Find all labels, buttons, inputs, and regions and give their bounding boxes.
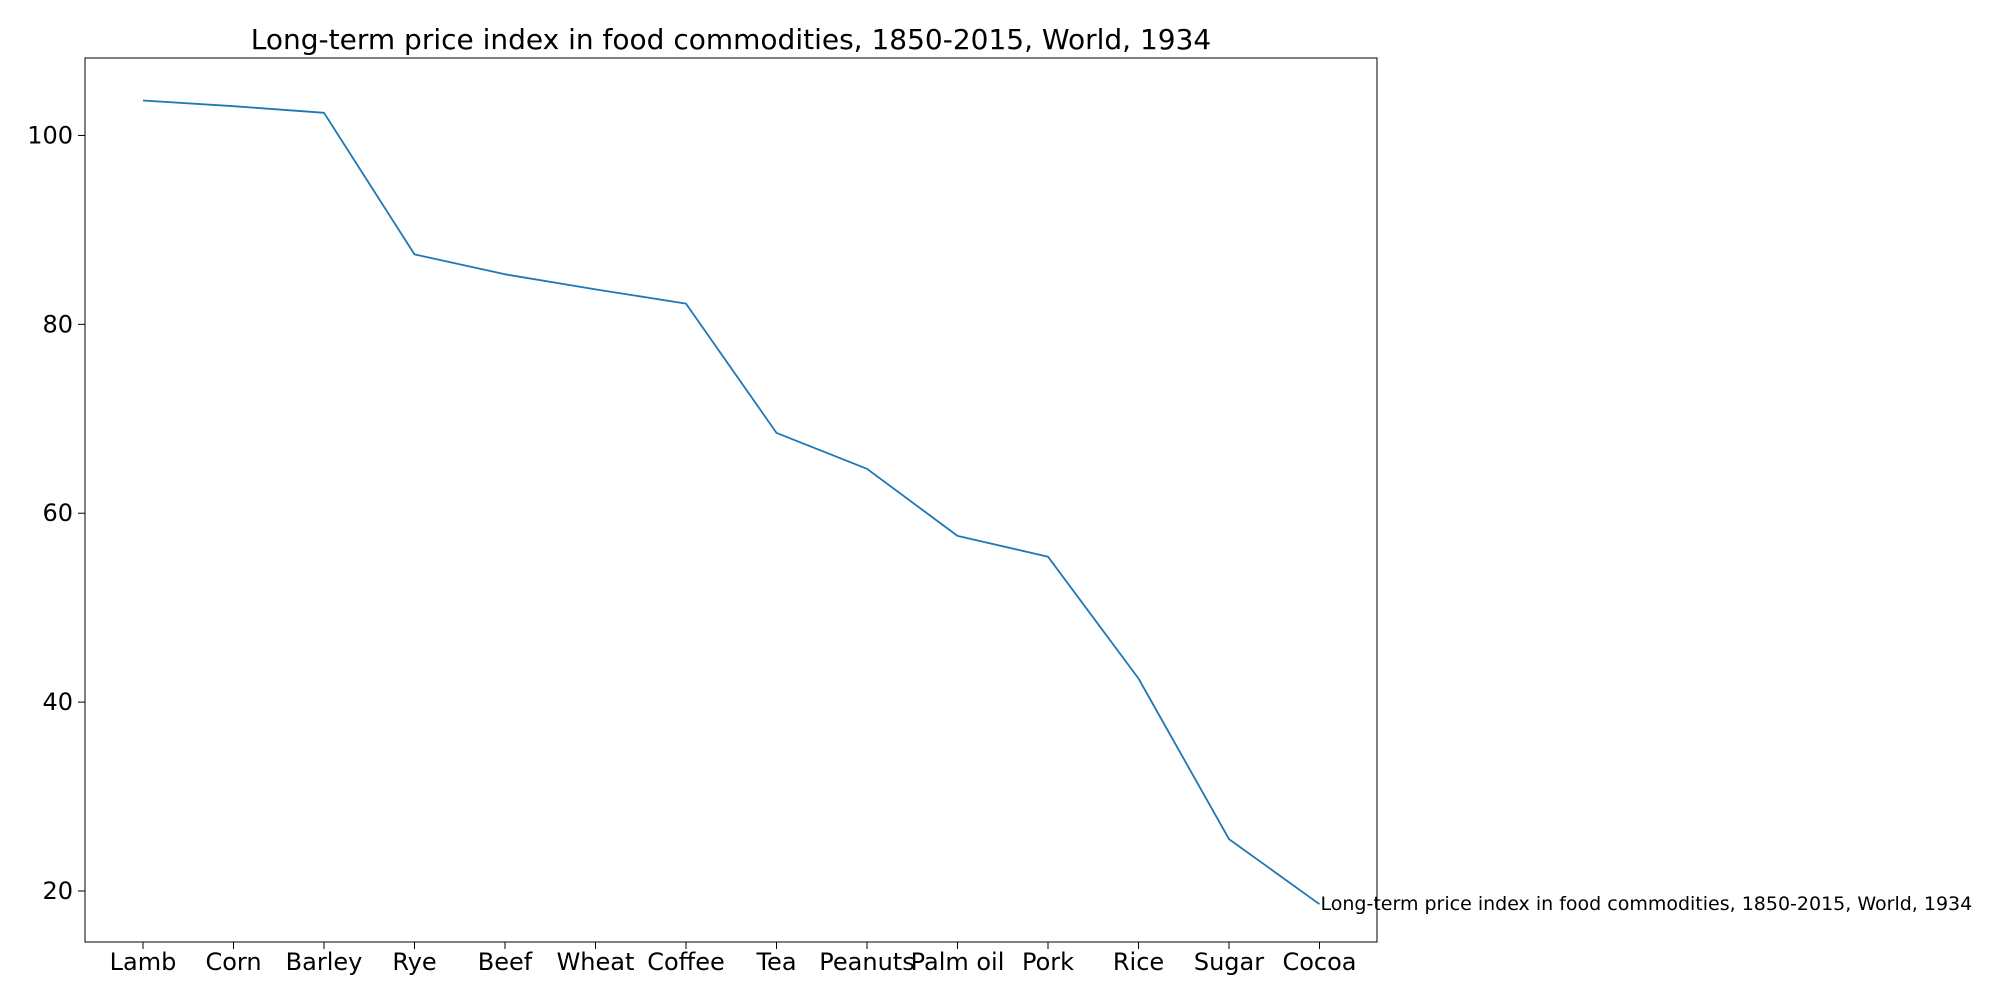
x-axis: Lamb Corn Barley Rye Beef Wheat Coffee Tea Peanu…	[110, 942, 1357, 976]
y-tick-label: 60	[42, 499, 73, 527]
x-tick-label: Tea	[755, 948, 796, 976]
x-tick-label: Beef	[478, 948, 533, 976]
x-tick-label: Corn	[205, 948, 261, 976]
x-tick-label: Coffee	[647, 948, 725, 976]
x-tick-label: Lamb	[110, 948, 177, 976]
x-tick-label: Rye	[392, 948, 436, 976]
x-tick-label: Pork	[1022, 948, 1074, 976]
series-line	[142, 99, 1321, 905]
x-tick-label: Rice	[1113, 948, 1164, 976]
x-tick-label: Wheat	[557, 948, 635, 976]
chart-title: Long-term price index in food commoditie…	[251, 23, 1211, 56]
y-tick-label: 80	[42, 310, 73, 338]
x-tick-label: Peanuts	[819, 948, 914, 976]
plot-area	[84, 57, 1378, 943]
x-tick-label: Palm oil	[911, 948, 1005, 976]
x-tick-label: Barley	[286, 948, 363, 976]
series-layer: Long-term price index in food commoditie…	[142, 99, 1973, 915]
series-end-label: Long-term price index in food commoditie…	[1321, 893, 1973, 915]
y-tick-label: 20	[42, 877, 73, 905]
y-tick-label: 40	[42, 688, 73, 716]
y-axis: 20 40 60 80 100	[27, 121, 85, 905]
x-tick-label: Sugar	[1194, 948, 1264, 976]
x-tick-label: Cocoa	[1282, 948, 1356, 976]
y-tick-label: 100	[27, 121, 73, 149]
